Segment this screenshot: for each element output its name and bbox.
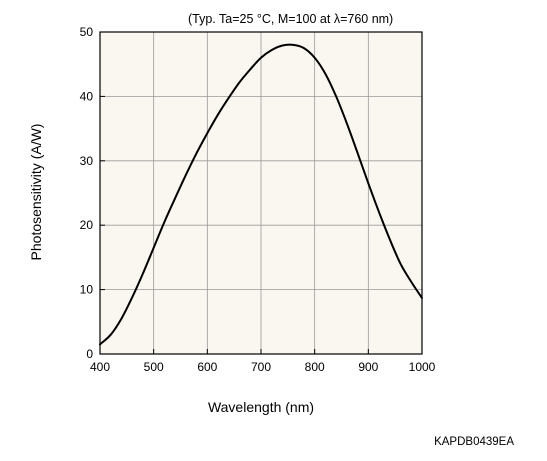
y-tick-label: 30: [80, 154, 94, 168]
y-tick-label: 0: [86, 347, 93, 361]
x-tick-label: 400: [90, 360, 110, 374]
measurement-conditions: (Typ. Ta=25 °C, M=100 at λ=760 nm): [188, 12, 394, 26]
gridlines: [100, 32, 422, 354]
plot-frame: [99, 31, 423, 355]
x-tick-label: 600: [197, 360, 217, 374]
x-tick-label: 500: [144, 360, 164, 374]
y-tick-label: 20: [80, 218, 94, 232]
y-tick-label: 50: [80, 25, 94, 39]
tick-labels: 400 500 600 700 800 900 1000 0 10 20 30 40 50: [80, 25, 436, 374]
x-axis-title: Wavelength (nm): [207, 399, 315, 415]
photosensitivity-curve: [99, 43, 423, 346]
x-tick-label: 700: [251, 360, 271, 374]
x-tick-label: 1000: [409, 360, 436, 374]
document-code: KAPDB0439EA: [434, 436, 514, 448]
y-tick-label: 40: [80, 89, 94, 103]
x-tick-label: 900: [358, 360, 378, 374]
y-axis-title: Photosensitivity (A/W): [28, 123, 44, 261]
y-tick-label: 10: [80, 283, 94, 297]
x-tick-label: 800: [305, 360, 325, 374]
